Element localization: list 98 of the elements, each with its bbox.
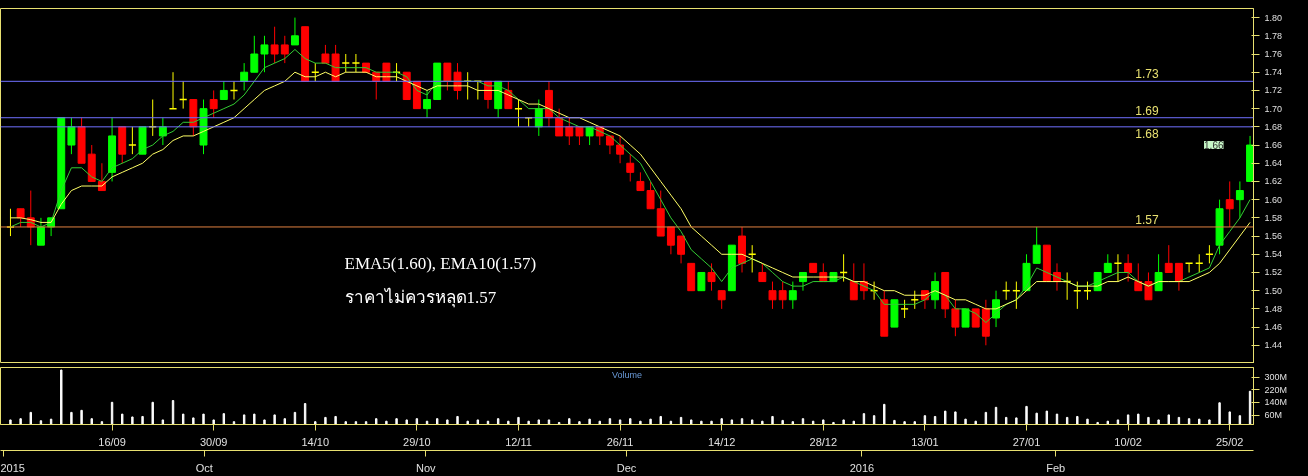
candlestick <box>717 290 726 310</box>
x2-tick-label: 2016 <box>849 461 875 474</box>
annotation: ราคาไม่ควรหลุด1.57 <box>344 287 497 308</box>
x2-tick-label: 2015 <box>0 461 25 474</box>
x-tick-label: 25/02 <box>1215 435 1244 448</box>
candlestick <box>310 62 320 82</box>
candlestick <box>351 53 361 73</box>
candlestick <box>768 281 777 310</box>
candlestick <box>280 35 289 64</box>
y-tick-label: 1.46 <box>1264 322 1283 333</box>
candlestick <box>626 153 635 182</box>
candlestick <box>270 26 279 64</box>
candlestick <box>1124 253 1133 283</box>
candlestick <box>910 290 920 310</box>
candlestick <box>67 117 76 155</box>
y-tick-label: 1.78 <box>1264 30 1283 41</box>
candlestick <box>677 235 686 264</box>
candlestick <box>555 108 564 137</box>
candlestick <box>758 262 767 283</box>
candlestick <box>707 262 716 292</box>
x-tick-label: 13/01 <box>911 435 939 448</box>
candlestick <box>423 89 431 119</box>
candlestick <box>341 53 351 73</box>
x-tick-label: 14/12 <box>707 435 736 448</box>
chart-title: Volume <box>611 369 643 380</box>
x-tick-label: 30/09 <box>199 435 228 448</box>
y-tick-label: 1.66 <box>1264 140 1283 151</box>
x-tick-label: 29/10 <box>403 435 431 448</box>
x-tick-label: 26/11 <box>606 435 634 448</box>
x-tick-label: 16/09 <box>98 435 126 448</box>
y-tick-label: 220M <box>1264 384 1288 395</box>
y-tick-label: 1.74 <box>1264 67 1283 78</box>
ref-line-label: 1.69 <box>1135 103 1159 118</box>
candlestick <box>1174 262 1183 292</box>
y-tick-label: 60M <box>1264 410 1283 421</box>
y-tick-label: 1.44 <box>1264 340 1283 351</box>
x-tick-label: 27/01 <box>1012 435 1041 448</box>
candlestick <box>1225 180 1234 228</box>
y-tick-label: 140M <box>1264 397 1288 408</box>
y-tick-label: 1.64 <box>1264 158 1283 169</box>
y-tick-label: 1.58 <box>1264 212 1283 223</box>
x2-tick-label: Feb <box>1046 461 1066 474</box>
y-tick-label: 1.80 <box>1264 12 1283 23</box>
candlestick <box>951 299 960 337</box>
candlestick <box>1134 262 1143 292</box>
x-tick-label: 14/10 <box>301 435 330 448</box>
candlestick <box>291 17 299 46</box>
candlestick <box>971 308 980 328</box>
candlestick <box>219 80 228 101</box>
y-tick-label: 1.68 <box>1264 121 1283 132</box>
y-tick-label: 1.60 <box>1264 194 1283 205</box>
y-tick-label: 1.52 <box>1264 267 1283 278</box>
ref-line-label: 1.57 <box>1135 212 1159 227</box>
candlestick <box>1164 244 1173 273</box>
candlestick <box>158 117 167 146</box>
candlestick <box>931 271 940 310</box>
candlestick <box>697 271 706 292</box>
candlestick <box>616 135 625 164</box>
candlestick <box>849 262 858 301</box>
candlestick <box>240 62 249 91</box>
candlestick <box>260 35 269 73</box>
candlestick <box>1103 253 1112 273</box>
candlestick <box>1154 253 1163 292</box>
candlestick <box>900 299 909 319</box>
candlestick <box>250 35 259 73</box>
annotation: EMA5(1.60), EMA10(1.57) <box>344 254 537 273</box>
x-tick-label: 10/02 <box>1114 435 1142 448</box>
y-tick-label: 300M <box>1264 372 1288 383</box>
candlestick <box>1144 271 1153 301</box>
x2-tick-label: Dec <box>616 461 637 474</box>
y-tick-label: 1.72 <box>1264 85 1283 96</box>
y-tick-label: 1.56 <box>1264 231 1283 242</box>
candlestick <box>565 117 574 146</box>
candlestick <box>778 281 787 310</box>
candlestick <box>16 208 25 228</box>
y-tick-label: 1.48 <box>1264 303 1283 314</box>
x-tick-label: 28/12 <box>809 435 838 448</box>
candlestick <box>36 217 45 246</box>
candlestick <box>443 62 452 91</box>
candlestick <box>128 126 137 155</box>
candlestick <box>636 171 645 192</box>
x2-tick-label: Oct <box>195 461 213 474</box>
candlestick <box>788 281 797 310</box>
candlestick <box>1235 180 1244 219</box>
candlestick <box>1032 226 1041 264</box>
y-tick-label: 1.54 <box>1264 249 1283 260</box>
x-tick-label: 12/11 <box>505 435 532 448</box>
y-tick-label: 1.62 <box>1264 176 1283 187</box>
x2-tick-label: Nov <box>416 461 437 474</box>
y-tick-label: 1.70 <box>1264 103 1283 114</box>
annotation: 1.66 <box>1204 140 1224 152</box>
candlestick <box>646 180 655 210</box>
y-tick-label: 1.76 <box>1264 49 1283 60</box>
candlestick <box>209 89 218 119</box>
ref-line-label: 1.68 <box>1135 126 1159 141</box>
candlestick <box>666 226 675 255</box>
y-tick-label: 1.50 <box>1264 285 1283 296</box>
ref-line-label: 1.73 <box>1135 67 1159 82</box>
